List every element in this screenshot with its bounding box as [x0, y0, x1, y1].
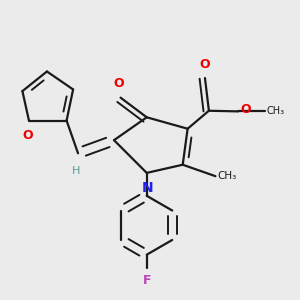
Text: F: F	[142, 274, 151, 287]
Text: O: O	[114, 77, 124, 91]
Text: CH₃: CH₃	[217, 171, 236, 181]
Text: N: N	[142, 181, 153, 195]
Text: O: O	[240, 103, 250, 116]
Text: O: O	[22, 129, 33, 142]
Text: O: O	[200, 58, 210, 71]
Text: CH₃: CH₃	[266, 106, 284, 116]
Text: H: H	[72, 166, 81, 176]
